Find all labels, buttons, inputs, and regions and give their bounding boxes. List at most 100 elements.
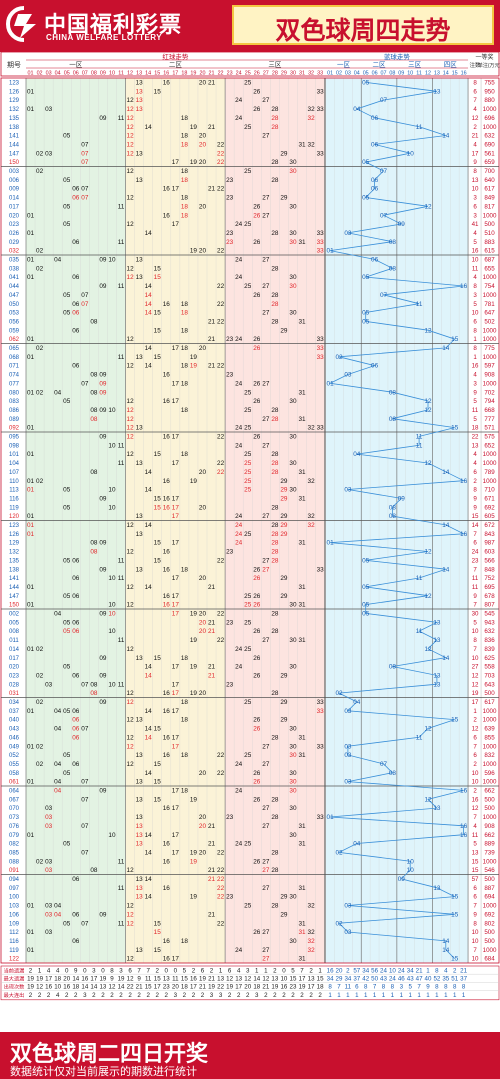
red-ball-mark: 28	[271, 867, 279, 874]
blue-ball-mark: 07	[380, 212, 388, 219]
stats-blue-value: 34	[327, 976, 334, 983]
issue-label: 056	[9, 319, 20, 325]
prize-count-value: 6	[473, 734, 477, 741]
stats-red-value: 12	[226, 976, 233, 983]
red-ball-mark: 33	[317, 566, 325, 573]
blue-column-tick: 07	[381, 71, 387, 77]
issue-label: 126	[9, 532, 20, 538]
red-ball-mark: 24	[235, 425, 243, 432]
red-ball-mark: 20	[199, 248, 207, 255]
blue-ball-mark: 02	[335, 354, 343, 361]
red-ball-mark: 08	[90, 416, 98, 423]
red-ball-mark: 02	[36, 478, 44, 485]
prize-amount-value: 1000	[483, 478, 497, 485]
stats-red-value: 6	[228, 967, 232, 974]
blue-ball-mark: 06	[371, 177, 379, 184]
prize-count-value: 12	[472, 681, 479, 688]
prize-count-value: 6	[473, 88, 477, 95]
red-ball-mark: 17	[172, 513, 180, 520]
prize-amount-value: 950	[484, 88, 495, 95]
issue-label: 138	[9, 125, 20, 131]
blue-ball-mark: 01	[327, 380, 335, 387]
red-ball-mark: 16	[163, 752, 171, 759]
red-ball-mark: 27	[262, 380, 270, 387]
red-ball-mark: 22	[217, 885, 225, 892]
red-ball-mark: 28	[271, 531, 279, 538]
red-ball-mark: 25	[244, 478, 252, 485]
red-ball-mark: 31	[298, 602, 306, 609]
blue-ball-mark: 07	[380, 97, 388, 104]
red-ball-mark: 04	[54, 611, 62, 618]
issue-label: 009	[9, 187, 20, 193]
issue-label: 034	[9, 700, 20, 706]
stats-red-value: 22	[127, 984, 134, 991]
red-ball-mark: 30	[289, 743, 297, 750]
prize-amount-value: 848	[484, 566, 495, 573]
issue-label: 104	[9, 461, 20, 467]
stats-blue-value: 7	[373, 984, 377, 991]
red-ball-mark: 22	[217, 283, 225, 290]
red-column-tick: 32	[308, 71, 314, 77]
red-ball-mark: 02	[36, 150, 44, 157]
red-ball-mark: 12	[127, 150, 135, 157]
prize-count-value: 10	[472, 655, 479, 662]
blue-ball-mark: 12	[424, 726, 432, 733]
prize-amount-value: 558	[484, 664, 495, 671]
red-ball-mark: 13	[136, 841, 144, 848]
prize-amount-value: 889	[484, 841, 495, 848]
prize-amount-value: 1000	[483, 327, 497, 334]
red-ball-mark: 17	[172, 708, 180, 715]
prize-amount-value: 500	[484, 938, 495, 945]
red-ball-mark: 06	[72, 672, 80, 679]
stats-red-value: 2	[155, 967, 159, 974]
red-ball-mark: 07	[81, 726, 89, 733]
issue-label: 147	[9, 594, 20, 600]
stats-blue-value: 2	[453, 967, 457, 974]
red-ball-mark: 06	[72, 717, 80, 724]
blue-ball-mark: 13	[433, 637, 441, 644]
red-ball-mark: 20	[199, 504, 207, 511]
red-ball-mark: 14	[145, 734, 153, 741]
red-ball-mark: 07	[81, 186, 89, 193]
blue-ball-mark: 07	[380, 292, 388, 299]
red-ball-mark: 18	[181, 363, 189, 370]
red-ball-mark: 16	[163, 398, 171, 405]
red-ball-mark: 17	[172, 805, 180, 812]
red-ball-mark: 01	[27, 947, 35, 954]
red-ball-mark: 16	[163, 301, 171, 308]
stats-red-value: 3	[92, 967, 96, 974]
red-ball-mark: 26	[253, 726, 261, 733]
red-ball-mark: 25	[244, 389, 252, 396]
red-ball-mark: 27	[262, 956, 270, 963]
prize-amount-value: 1000	[483, 903, 497, 910]
red-ball-mark: 01	[27, 274, 35, 281]
red-ball-mark: 32	[308, 106, 316, 113]
issue-label: 065	[9, 346, 20, 352]
stats-red-value: 2	[155, 992, 159, 999]
prize-count-value: 12	[472, 805, 479, 812]
prize-amount-value: 880	[484, 97, 495, 104]
red-ball-mark: 12	[127, 911, 135, 918]
red-ball-mark: 29	[280, 195, 288, 202]
red-ball-mark: 09	[99, 389, 107, 396]
red-ball-mark: 02	[36, 265, 44, 272]
blue-ball-mark: 05	[362, 611, 370, 618]
prize-amount-value: 887	[484, 885, 495, 892]
stats-red-value: 0	[165, 967, 169, 974]
red-ball-mark: 31	[298, 841, 306, 848]
red-ball-mark: 16	[163, 708, 171, 715]
prize-amount-value: 1000	[483, 212, 497, 219]
red-ball-mark: 18	[181, 212, 189, 219]
prize-count-value: 11	[472, 575, 479, 582]
red-ball-mark: 09	[99, 540, 107, 547]
prize-amount-value: 777	[484, 416, 495, 423]
red-ball-mark: 13	[136, 823, 144, 830]
red-ball-mark: 17	[172, 186, 180, 193]
issue-label: 014	[9, 196, 20, 202]
stats-red-value: 13	[235, 976, 242, 983]
prize-amount-value: 702	[484, 389, 495, 396]
footer-schedule-text: 双色球周二四日开奖	[10, 1041, 209, 1066]
red-column-tick: 29	[281, 71, 287, 77]
red-ball-mark: 21	[208, 584, 216, 591]
red-ball-mark: 15	[154, 265, 162, 272]
